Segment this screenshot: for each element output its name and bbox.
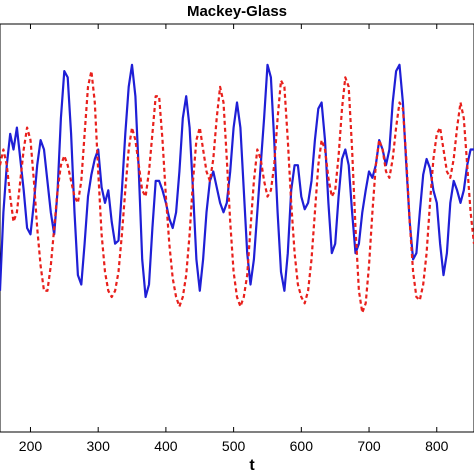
chart-title: Mackey-Glass: [187, 3, 287, 20]
x-tick-label: 500: [222, 438, 246, 454]
x-tick-label: 600: [290, 438, 314, 454]
x-tick-label: 700: [357, 438, 381, 454]
series-line-1: [0, 63, 474, 299]
x-tick-label: 800: [425, 438, 449, 454]
plot-area: [0, 23, 474, 433]
series-layer: [0, 63, 474, 314]
x-tick-label: 200: [19, 438, 43, 454]
x-tick-label: 400: [154, 438, 178, 454]
x-axis: 200 300 400 500 600 700 800: [19, 24, 449, 454]
x-axis-label: t: [249, 457, 255, 474]
series-line-2: [0, 70, 474, 314]
x-tick-label: 300: [87, 438, 111, 454]
